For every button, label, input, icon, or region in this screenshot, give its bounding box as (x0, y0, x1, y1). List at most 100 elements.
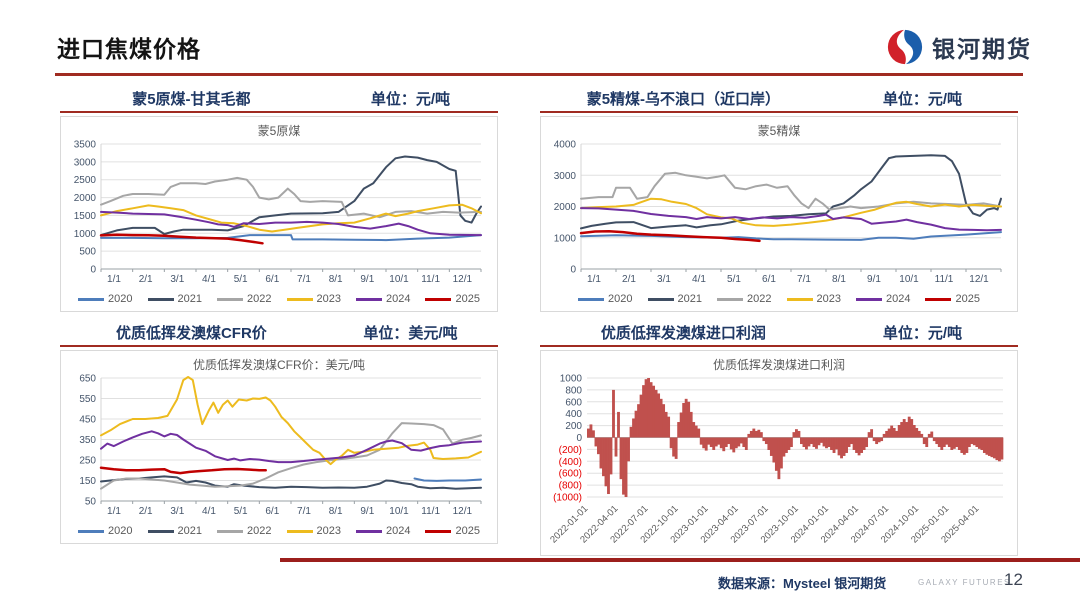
svg-text:3500: 3500 (74, 140, 97, 151)
legend-swatch (286, 529, 313, 533)
legend-swatch (78, 529, 105, 533)
svg-text:600: 600 (565, 397, 582, 408)
panel-aus-coal-cfr: 优质低挥发澳煤CFR价 单位：美元/吨 优质低挥发澳煤CFR价：美元/吨 50 1… (60, 322, 498, 544)
panel-divider (540, 111, 1018, 113)
svg-text:6/1: 6/1 (265, 274, 279, 285)
svg-text:150: 150 (79, 476, 96, 487)
svg-text:9/1: 9/1 (360, 274, 374, 285)
svg-text:7/1: 7/1 (297, 274, 311, 285)
svg-text:1500: 1500 (74, 211, 97, 222)
svg-text:0: 0 (570, 265, 576, 276)
chart-title: 蒙5原煤 (257, 124, 301, 138)
svg-text:1000: 1000 (554, 233, 577, 244)
legend-swatch (286, 297, 313, 301)
legend-swatch (647, 297, 674, 301)
panel-title: 优质低挥发澳煤进口利润 (600, 325, 766, 342)
panel-header: 优质低挥发澳煤进口利润 单位：元/吨 (540, 322, 1018, 343)
svg-text:2/1: 2/1 (622, 274, 636, 285)
chart-plot-area: 50 150 250 350 450 550 650 1/1 2/1 3/1 4/1 5/1 6/1 7/… (61, 372, 497, 519)
panel-title: 优质低挥发澳煤CFR价 (115, 325, 267, 342)
legend-swatch (925, 297, 952, 301)
legend-item-2025: 2025 (425, 293, 480, 305)
legend-swatch (147, 297, 174, 301)
chart-title: 优质低挥发澳煤进口利润 (712, 358, 845, 372)
legend-swatch (425, 529, 452, 533)
galaxy-futures-logo-icon (887, 29, 923, 65)
legend-item-2023: 2023 (286, 525, 341, 537)
panel-divider (60, 345, 498, 347)
panel-title: 蒙5原煤-甘其毛都 (132, 91, 251, 108)
svg-text:800: 800 (565, 385, 582, 396)
legend-item-2023: 2023 (786, 293, 841, 305)
legend-swatch (717, 297, 744, 301)
svg-text:(600): (600) (559, 469, 582, 480)
svg-text:400: 400 (565, 409, 582, 420)
chart-plot-area: 0 500 1000 1500 2000 2500 3000 3500 1/1 2/1 3/1 4/1… (61, 138, 497, 287)
svg-text:10/1: 10/1 (899, 274, 919, 285)
chart-legend: 2020 2021 2022 2023 2024 2025 (61, 519, 497, 543)
svg-text:4000: 4000 (554, 140, 577, 151)
legend-item-2020: 2020 (78, 525, 133, 537)
chart-title: 优质低挥发澳煤CFR价：美元/吨 (193, 358, 365, 372)
panel-header: 蒙5精煤-乌不浪口（近口岸） 单位：元/吨 (540, 88, 1018, 109)
svg-text:350: 350 (79, 435, 96, 446)
panel-title: 蒙5精煤-乌不浪口（近口岸） (586, 91, 781, 108)
svg-text:1000: 1000 (74, 229, 97, 240)
svg-text:1/1: 1/1 (107, 506, 121, 517)
svg-text:7/1: 7/1 (297, 506, 311, 517)
chart-title: 蒙5精煤 (757, 124, 801, 138)
chart-legend: 2020 2021 2022 2023 2024 2025 (541, 287, 1017, 311)
panel-unit: 单位：元/吨 (882, 91, 962, 108)
company-logo: 银河期货 (886, 28, 1032, 66)
svg-text:9/1: 9/1 (867, 274, 881, 285)
svg-text:0: 0 (90, 265, 96, 276)
legend-item-2024: 2024 (355, 293, 410, 305)
svg-text:200: 200 (565, 421, 582, 432)
legend-swatch (855, 297, 882, 301)
svg-text:2/1: 2/1 (139, 506, 153, 517)
svg-text:8/1: 8/1 (832, 274, 846, 285)
svg-text:5/1: 5/1 (727, 274, 741, 285)
svg-text:1/1: 1/1 (587, 274, 601, 285)
chart-meng5-clean-coal: 蒙5精煤 0 1000 2000 3000 4000 1/1 2/1 3/1 4/1 5/1 6/1… (540, 116, 1018, 312)
svg-text:2500: 2500 (74, 175, 97, 186)
svg-text:4/1: 4/1 (202, 506, 216, 517)
legend-item-2022: 2022 (217, 293, 272, 305)
chart-aus-coal-cfr: 优质低挥发澳煤CFR价：美元/吨 50 150 250 350 450 550 650 1/1… (60, 350, 498, 544)
svg-text:8/1: 8/1 (329, 506, 343, 517)
legend-swatch (217, 529, 244, 533)
panel-header: 蒙5原煤-甘其毛都 单位：元/吨 (60, 88, 498, 109)
svg-text:(1000): (1000) (553, 493, 582, 504)
svg-text:4/1: 4/1 (202, 274, 216, 285)
legend-swatch (147, 529, 174, 533)
legend-item-2022: 2022 (717, 293, 772, 305)
svg-text:1/1: 1/1 (107, 274, 121, 285)
svg-text:12/1: 12/1 (453, 274, 473, 285)
legend-item-2020: 2020 (78, 293, 133, 305)
panel-aus-coal-import-profit: 优质低挥发澳煤进口利润 单位：元/吨 优质低挥发澳煤进口利润 (1000) (80… (540, 322, 1018, 556)
svg-text:1000: 1000 (560, 374, 583, 385)
svg-text:50: 50 (85, 497, 97, 508)
svg-text:500: 500 (79, 247, 96, 258)
svg-text:7/1: 7/1 (797, 274, 811, 285)
legend-item-2021: 2021 (147, 525, 202, 537)
svg-text:12/1: 12/1 (969, 274, 989, 285)
legend-item-2023: 2023 (286, 293, 341, 305)
svg-text:250: 250 (79, 456, 96, 467)
svg-text:9/1: 9/1 (360, 506, 374, 517)
chart-meng5-raw-coal: 蒙5原煤 0 500 1000 1500 2000 2500 3000 3500 1/1 2/1 3… (60, 116, 498, 312)
legend-swatch (786, 297, 813, 301)
legend-swatch (425, 297, 452, 301)
svg-text:3000: 3000 (554, 171, 577, 182)
title-divider (55, 73, 1023, 76)
page-title: 进口焦煤价格 (57, 36, 201, 62)
panel-header: 优质低挥发澳煤CFR价 单位：美元/吨 (60, 322, 498, 343)
legend-item-2024: 2024 (355, 525, 410, 537)
legend-swatch (217, 297, 244, 301)
panel-unit: 单位：元/吨 (882, 325, 962, 342)
chart-legend: 2020 2021 2022 2023 2024 2025 (61, 287, 497, 311)
svg-text:0: 0 (576, 433, 582, 444)
svg-text:650: 650 (79, 374, 96, 385)
legend-swatch (78, 297, 105, 301)
panel-meng5-raw-coal: 蒙5原煤-甘其毛都 单位：元/吨 蒙5原煤 0 500 1000 1500 2000 25… (60, 88, 498, 312)
